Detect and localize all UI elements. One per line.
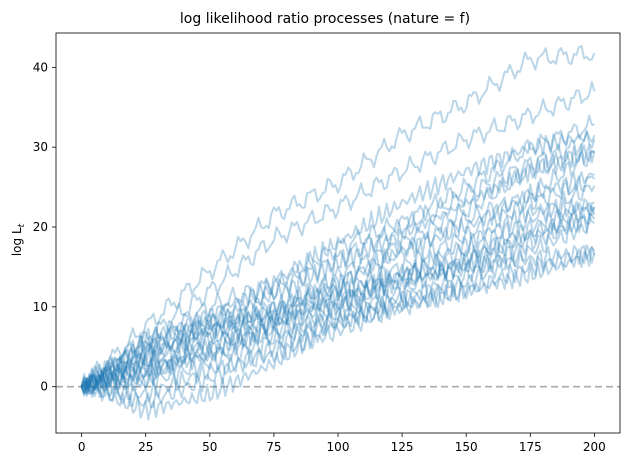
- series-line: [80, 205, 596, 398]
- series-line: [80, 246, 596, 421]
- x-tick-label: 0: [78, 440, 86, 454]
- series-line: [80, 143, 596, 396]
- x-tick-label: 200: [583, 440, 606, 454]
- plot-area: [56, 45, 620, 421]
- chart-title: log likelihood ratio processes (nature =…: [180, 11, 470, 27]
- series-line: [80, 244, 596, 403]
- series-line: [80, 171, 595, 389]
- x-tick-label: 125: [391, 440, 414, 454]
- y-tick-label: 30: [33, 140, 48, 154]
- series-line: [80, 130, 596, 394]
- series-line: [80, 213, 596, 390]
- axes-frame: [55, 32, 621, 434]
- y-tick-label: 20: [33, 220, 48, 234]
- series-line: [80, 245, 596, 395]
- series-line: [80, 175, 596, 395]
- x-tick-label: 75: [266, 440, 281, 454]
- x-tick-label: 100: [327, 440, 350, 454]
- series-line: [80, 80, 596, 395]
- series-line: [80, 129, 596, 391]
- series-line: [80, 197, 596, 392]
- y-tick-label: 40: [33, 60, 48, 74]
- series-line: [80, 114, 595, 390]
- axis-ticks: 0 25 50 75 100 125 150 175 200 0 10 20 30 40: [33, 60, 606, 454]
- series-line: [81, 204, 596, 395]
- series-line: [80, 184, 596, 395]
- y-axis-label-subscript: t: [17, 223, 27, 227]
- series-line: [81, 214, 595, 409]
- x-tick-label: 150: [455, 440, 478, 454]
- series-line: [80, 150, 595, 391]
- x-tick-label: 175: [519, 440, 542, 454]
- series-line: [80, 144, 595, 397]
- y-tick-label: 10: [33, 300, 48, 314]
- x-tick-label: 50: [202, 440, 217, 454]
- series-line: [81, 198, 595, 394]
- x-tick-label: 25: [138, 440, 153, 454]
- y-axis-label: log Lt: [10, 223, 27, 256]
- y-tick-label: 0: [40, 380, 48, 394]
- series-line: [80, 45, 596, 394]
